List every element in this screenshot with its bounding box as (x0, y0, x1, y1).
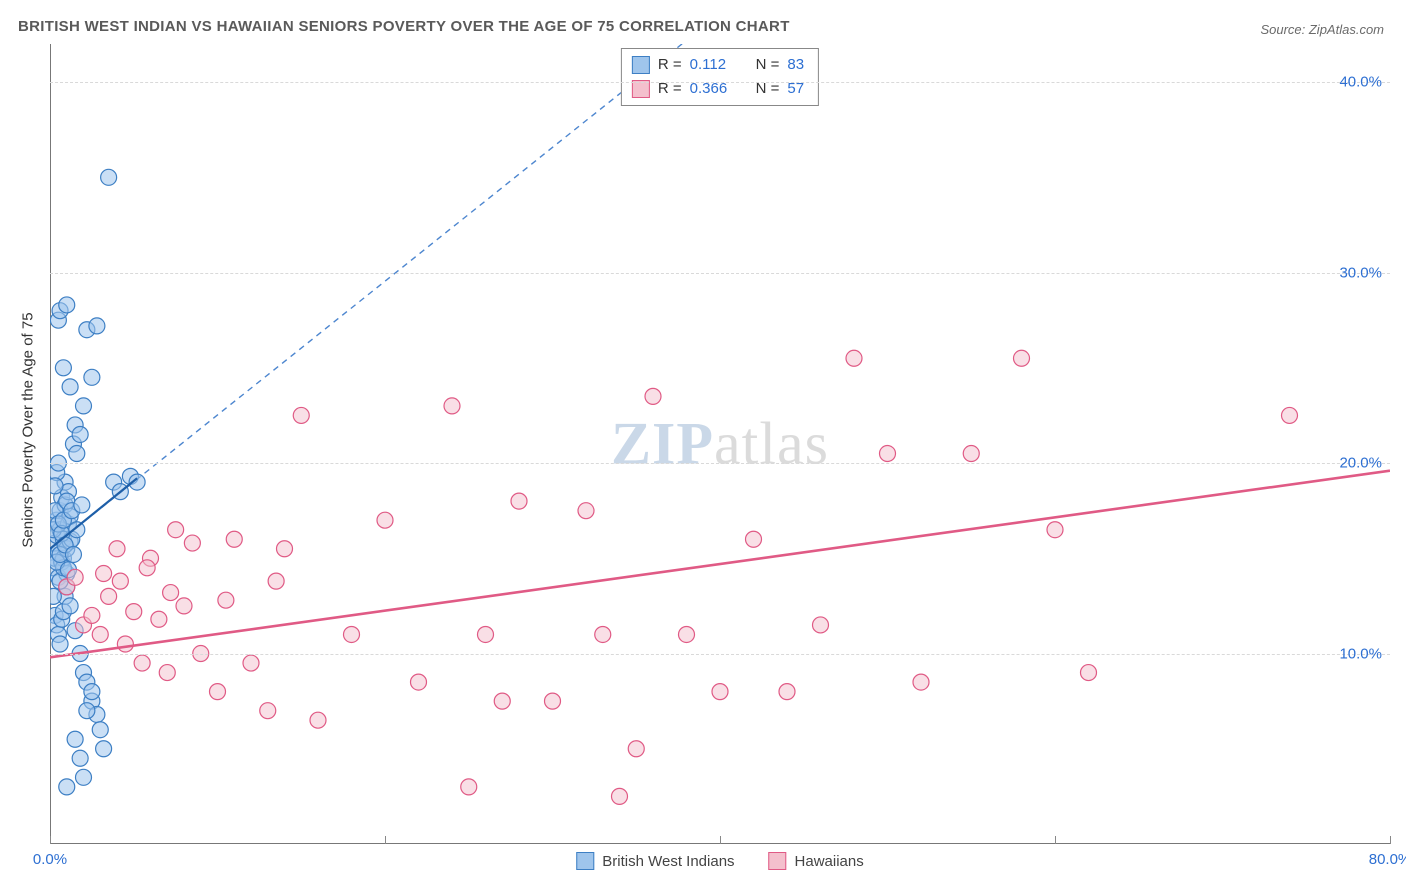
stats-legend-box: R = 0.112 N = 83 R = 0.366 N = 57 (621, 48, 819, 106)
y-tick-label: 30.0% (1339, 264, 1382, 281)
x-tick (385, 836, 386, 844)
scatter-svg (50, 44, 1390, 844)
x-tick (50, 836, 51, 844)
swatch-series-1 (632, 56, 650, 74)
gridline-h (50, 654, 1390, 655)
r-label-1: R = (658, 53, 682, 77)
r-label-2: R = (658, 77, 682, 101)
gridline-h (50, 463, 1390, 464)
y-tick-label: 10.0% (1339, 645, 1382, 662)
legend-swatch-1 (576, 852, 594, 870)
legend-label-1: British West Indians (602, 853, 734, 870)
legend-label-2: Hawaiians (795, 853, 864, 870)
chart-title: BRITISH WEST INDIAN VS HAWAIIAN SENIORS … (18, 18, 790, 35)
y-tick-label: 20.0% (1339, 455, 1382, 472)
n-label-2: N = (756, 77, 780, 101)
chart-plot-area: ZIPatlas R = 0.112 N = 83 R = 0.366 N = … (50, 44, 1390, 844)
x-tick-label: 80.0% (1369, 851, 1406, 868)
x-tick-label: 0.0% (33, 851, 67, 868)
stats-row-2: R = 0.366 N = 57 (632, 77, 804, 101)
legend-item-1: British West Indians (576, 852, 734, 870)
x-tick (720, 836, 721, 844)
n-label-1: N = (756, 53, 780, 77)
stats-row-1: R = 0.112 N = 83 (632, 53, 804, 77)
n-value-2: 57 (787, 77, 804, 101)
y-tick-label: 40.0% (1339, 74, 1382, 91)
n-value-1: 83 (787, 53, 804, 77)
y-axis-title: Seniors Poverty Over the Age of 75 (20, 312, 37, 547)
bottom-legend: British West Indians Hawaiians (576, 852, 863, 870)
r-value-1: 0.112 (690, 53, 742, 77)
x-tick (1055, 836, 1056, 844)
r-value-2: 0.366 (690, 77, 742, 101)
gridline-h (50, 273, 1390, 274)
gridline-h (50, 82, 1390, 83)
legend-swatch-2 (769, 852, 787, 870)
x-tick (1390, 836, 1391, 844)
legend-item-2: Hawaiians (769, 852, 864, 870)
chart-source: Source: ZipAtlas.com (1260, 22, 1384, 37)
